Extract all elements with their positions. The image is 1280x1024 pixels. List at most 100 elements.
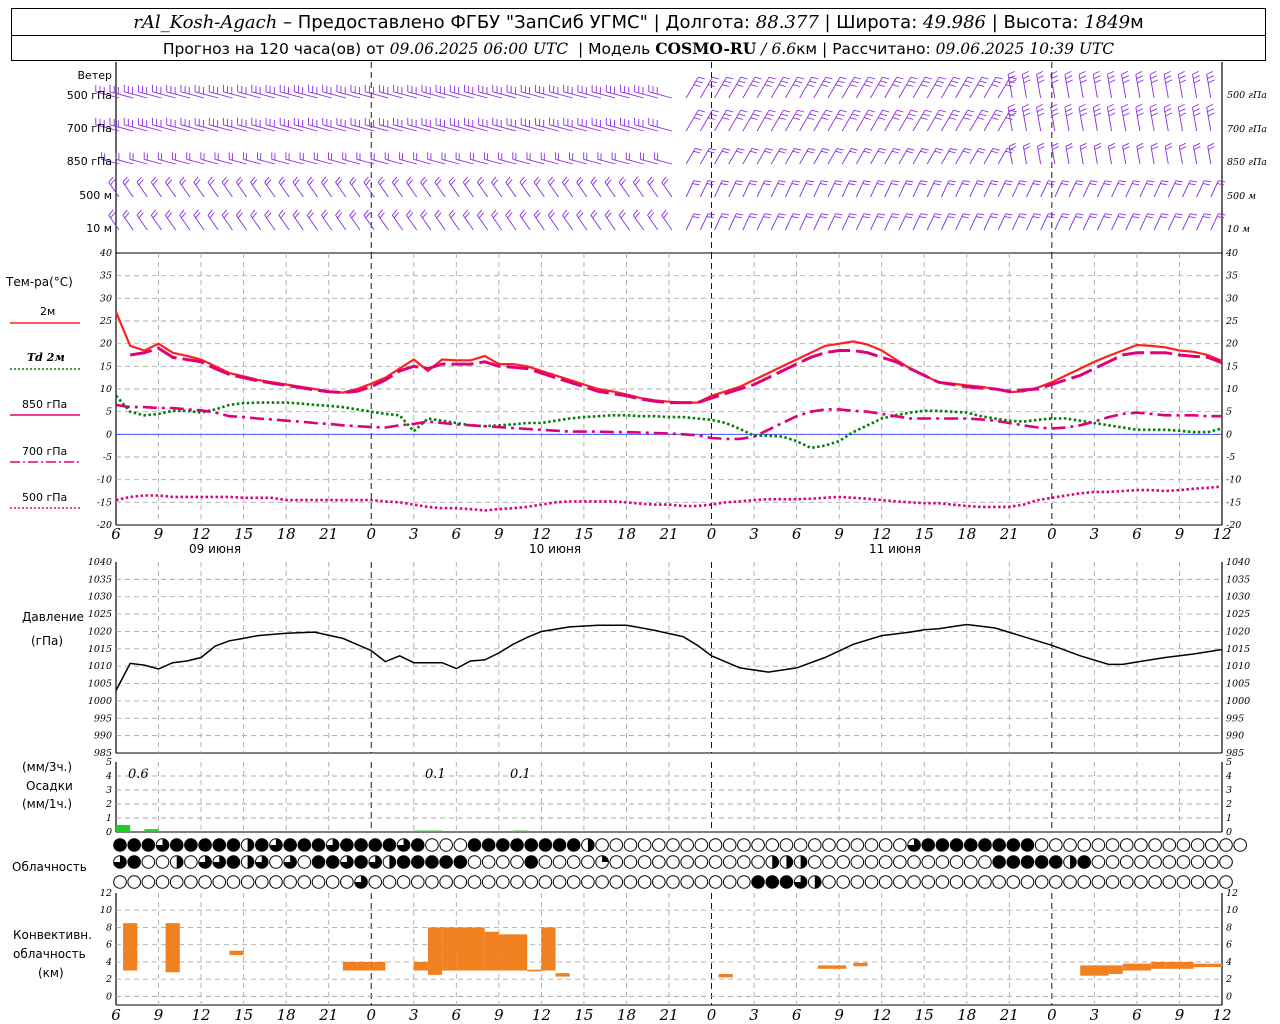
wind-barb: [898, 213, 914, 231]
wind-barb: [464, 117, 488, 132]
wind-barb-feather: [862, 216, 870, 219]
wind-barb-feather: [963, 117, 971, 120]
cloud-circle-outline: [751, 838, 765, 852]
cloud-circle-outline: [453, 838, 468, 852]
cloud-circle: [510, 855, 524, 869]
cloud-circle-outline: [609, 838, 624, 852]
wind-barb-feather: [951, 80, 959, 84]
wind-barb: [870, 109, 890, 132]
wind-barb: [728, 213, 744, 231]
wind-barb-feather: [250, 176, 256, 183]
wind-barb-feather: [919, 216, 927, 219]
wind-barb-shaft: [576, 182, 588, 198]
wind-barb-feather: [866, 113, 874, 117]
wind-barb-feather: [835, 150, 843, 154]
wind-barb: [1054, 213, 1070, 231]
cloud-circle: [1219, 838, 1233, 852]
wind-barb-feather: [1121, 103, 1129, 108]
cloud-circle: [524, 838, 539, 852]
precip-annotation-1: 0.1: [425, 767, 446, 782]
wind-barb-feather: [1178, 108, 1186, 113]
cloud-circle-fill: [142, 838, 155, 852]
wind-barb-shaft: [997, 180, 1007, 198]
wind-barb-feather: [108, 209, 114, 216]
wind-barb: [549, 117, 573, 132]
model-res-unit: км: [796, 40, 818, 58]
wind-barb-feather: [910, 109, 918, 113]
wind-barb-feather: [863, 213, 871, 216]
wind-barb-feather: [1080, 146, 1088, 150]
temp-ytick-left: 10: [100, 384, 112, 395]
cloud-circle: [141, 855, 156, 869]
wind-barb-shaft: [955, 213, 964, 231]
wind-barb-shaft: [969, 76, 983, 99]
wind-barb: [983, 213, 999, 231]
wind-barb: [870, 147, 887, 165]
wind-barb-shaft: [1139, 213, 1148, 231]
wind-barb-shaft: [265, 91, 290, 99]
wind-barb-feather: [797, 76, 805, 80]
wind-barb: [122, 209, 134, 231]
wind-barb-shaft: [506, 124, 531, 132]
prec-ytick-right: 1: [1226, 813, 1232, 824]
cloud-circle: [1233, 838, 1247, 852]
wind-barb-shaft: [194, 124, 219, 132]
wind-barb-shaft: [350, 91, 375, 99]
cloud-circle-outline: [1091, 855, 1106, 869]
temp-ytick-left: 35: [100, 271, 112, 282]
wind-barb-feather: [351, 212, 357, 219]
wind-barb-feather: [948, 84, 957, 87]
wind-barb-feather: [882, 76, 890, 80]
cloud-circle: [113, 855, 127, 869]
wind-barb: [279, 84, 304, 99]
wind-barb: [308, 84, 332, 99]
precip-ylabel-3: (мм/1ч.): [22, 797, 72, 811]
hour-tick-bottom: 15: [234, 1006, 253, 1024]
wind-barb-feather: [848, 216, 856, 219]
wind-barb: [157, 152, 176, 165]
cloud-circle-outline: [141, 855, 156, 869]
wind-barb: [1026, 180, 1042, 198]
temp-ytick-right: 20: [1225, 339, 1238, 350]
hour-tick-bottom: 21: [658, 1006, 678, 1024]
cloud-circle: [1077, 875, 1092, 889]
wind-barb-feather: [1093, 70, 1100, 75]
wind-barb-feather: [863, 84, 871, 87]
cloud-circle: [184, 855, 198, 869]
wind-barb-shaft: [421, 124, 446, 132]
cloud-circle-fill: [524, 838, 538, 852]
wind-barb-feather: [1008, 108, 1016, 113]
wind-barb-shaft: [223, 91, 247, 99]
wind-barb-feather: [722, 117, 730, 120]
cloud-circle: [396, 875, 411, 889]
wind-barb-shaft: [533, 215, 545, 231]
cloud-circle: [198, 855, 212, 869]
wind-barb-feather: [606, 179, 612, 186]
cloud-circle-fill: [524, 855, 538, 869]
wind-barb: [941, 76, 961, 99]
conv-ytick-right: 8: [1226, 922, 1232, 933]
wind-barb-feather: [947, 216, 955, 219]
wind-barb-feather: [306, 209, 313, 216]
wind-barb-feather: [306, 176, 313, 183]
wind-barb-feather: [223, 179, 229, 186]
wind-barb: [983, 147, 1000, 165]
wind-barb-shaft: [926, 148, 937, 165]
cloud-circle-outline: [878, 875, 893, 889]
wind-barb-shaft: [264, 182, 276, 198]
cloud-circle: [1020, 875, 1035, 889]
cloud-circle-outline: [1176, 838, 1191, 852]
prec-ytick-left: 5: [106, 757, 112, 768]
cloud-circle: [1049, 855, 1063, 869]
wind-barb: [699, 213, 715, 231]
cloud-circle-outline: [652, 838, 666, 852]
cloud-circle: [935, 855, 950, 869]
wind-barb-shaft: [604, 215, 616, 231]
wind-barb-feather: [1034, 180, 1042, 183]
wind-barb: [742, 147, 759, 165]
wind-barb: [123, 117, 148, 132]
wind-barb: [1163, 70, 1173, 99]
wind-barb: [1106, 70, 1116, 99]
wind-barb-feather: [948, 150, 956, 154]
wind-barb: [235, 209, 247, 231]
